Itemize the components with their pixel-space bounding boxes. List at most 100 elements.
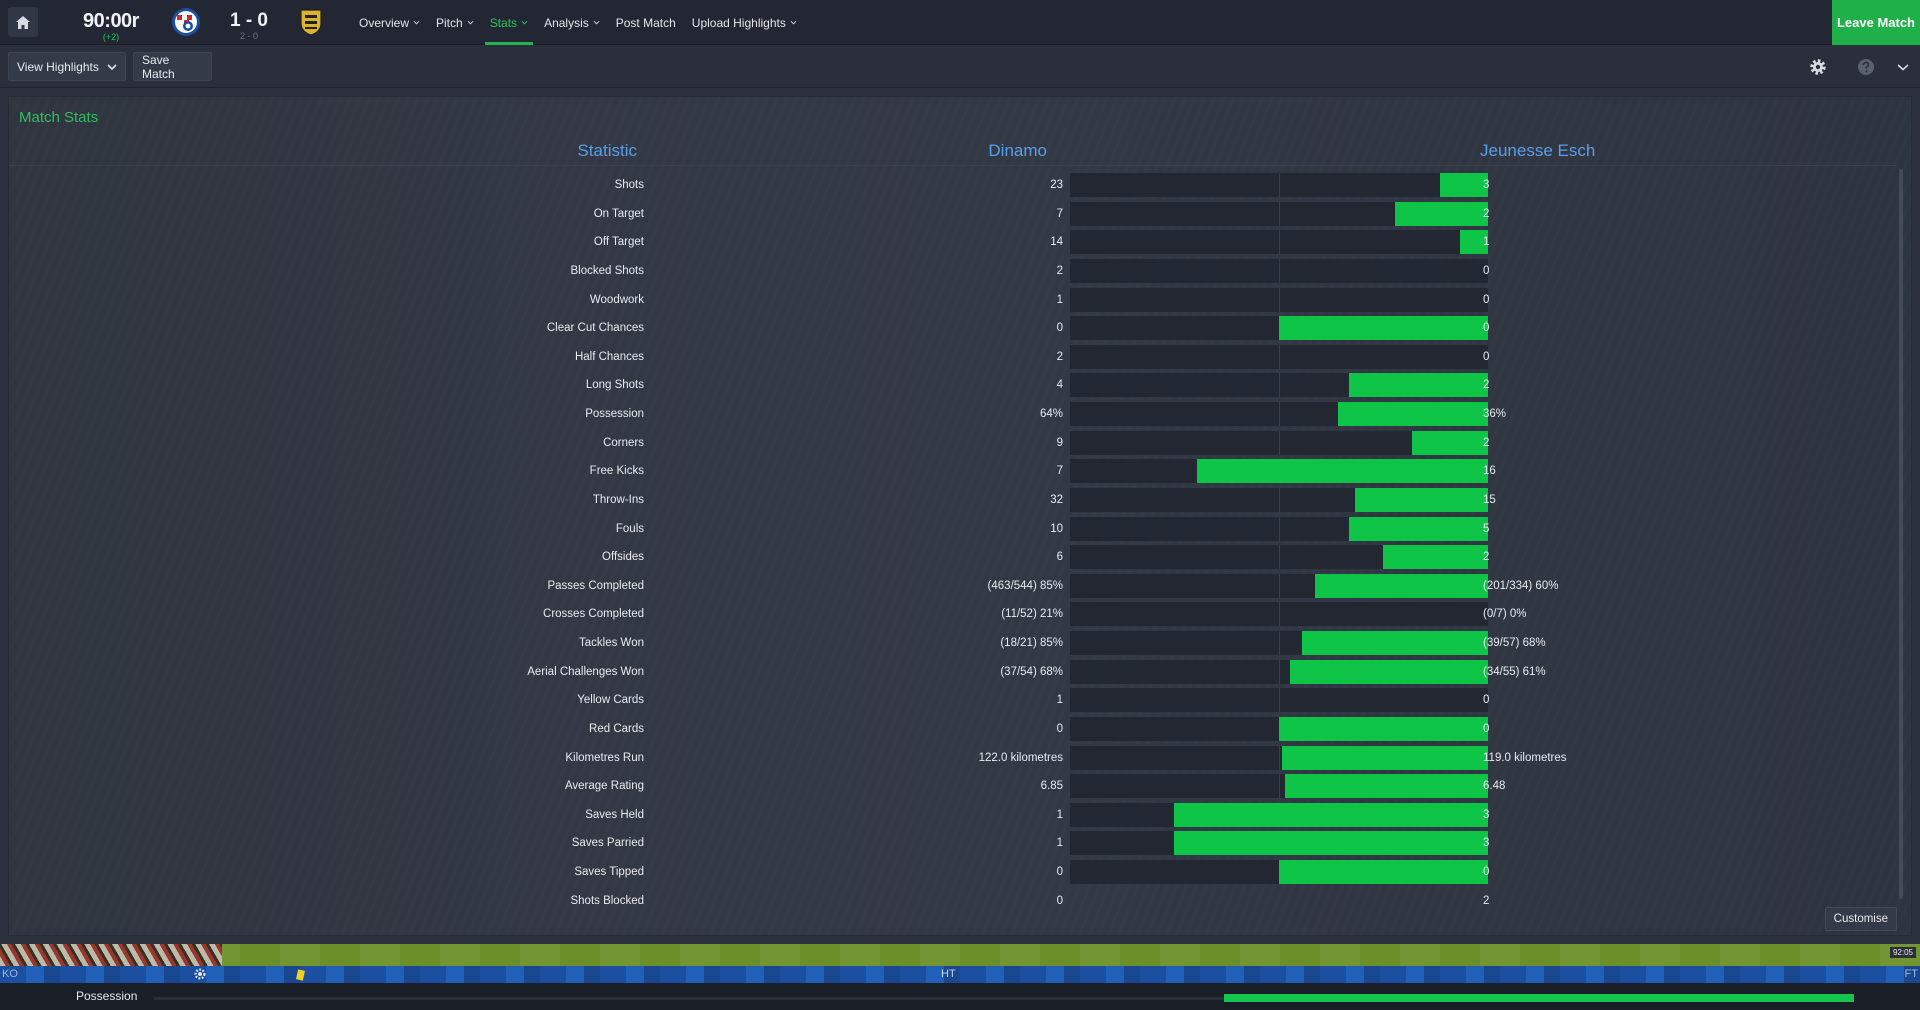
away-share-fill	[1349, 516, 1488, 541]
top-bar: 90:00r (+2) 1 - 0 2 - 0 Overview Pitch S…	[0, 0, 1920, 45]
home-value: 1	[1056, 837, 1063, 850]
home-value: 7	[1056, 207, 1063, 220]
nav-pitch[interactable]: Pitch	[431, 0, 479, 45]
comparison-bar	[1070, 459, 1488, 484]
home-value: 32	[1050, 493, 1063, 506]
scrollbar[interactable]	[1899, 169, 1903, 899]
comparison-bar	[1070, 201, 1488, 226]
header-divider	[9, 165, 1897, 166]
bar-midline	[1279, 402, 1280, 427]
home-value: 0	[1056, 322, 1063, 335]
home-value: 2	[1056, 264, 1063, 277]
yellow-card-icon[interactable]	[296, 969, 305, 981]
away-share-fill	[1412, 430, 1488, 455]
scoreboard: 1 - 0 2 - 0	[226, 10, 272, 41]
stat-row: Passes Completed (463/544) 85% (201/334) 6…	[9, 573, 1889, 601]
bar-midline	[1279, 487, 1280, 512]
comparison-bar	[1070, 516, 1488, 541]
customise-button[interactable]: Customise	[1824, 907, 1897, 931]
away-value: 119.0 kilometres	[1483, 751, 1567, 764]
comparison-bar	[1070, 487, 1488, 512]
stat-row: Aerial Challenges Won (37/54) 68% (34/55) …	[9, 659, 1889, 687]
away-value: 0	[1483, 350, 1490, 363]
stat-row: Saves Tipped 0 0	[9, 859, 1889, 887]
column-header-away-team[interactable]: Jeunesse Esch	[1480, 141, 1596, 160]
chevron-down-icon	[1897, 64, 1909, 71]
nav-post-match[interactable]: Post Match	[611, 0, 681, 45]
column-header-home-team[interactable]: Dinamo	[988, 141, 1047, 160]
event-bar[interactable]: KO HT FT	[0, 966, 1920, 983]
comparison-bar	[1070, 402, 1488, 427]
bar-midline	[1279, 774, 1280, 799]
aggregate-score: 2 - 0	[239, 31, 258, 41]
bar-midline	[1279, 201, 1280, 226]
away-value: 0	[1483, 322, 1490, 335]
home-value: 64%	[1039, 408, 1063, 421]
comparison-bar	[1070, 802, 1488, 827]
gear-icon[interactable]	[193, 967, 207, 981]
bar-midline	[1279, 173, 1280, 197]
nav-analysis[interactable]: Analysis	[539, 0, 605, 45]
nav-stats[interactable]: Stats	[484, 0, 534, 45]
away-value: 36%	[1483, 408, 1507, 421]
stat-row: Shots Blocked 0 2	[9, 888, 1889, 916]
comparison-bar	[1070, 230, 1488, 255]
comparison-bar	[1070, 688, 1488, 713]
away-share-fill	[1460, 230, 1488, 255]
more-options-button[interactable]	[1890, 55, 1916, 79]
chevron-down-icon	[790, 20, 797, 25]
help-button[interactable]	[1853, 55, 1879, 79]
timeline-time: 92:05	[1889, 947, 1916, 958]
home-team-crest-icon[interactable]	[171, 7, 201, 37]
stat-row: Red Cards 0 0	[9, 716, 1889, 744]
stat-label: Fouls	[615, 522, 644, 535]
stat-row: Shots 23 3	[9, 172, 1889, 200]
stat-row: Long Shots 4 2	[9, 372, 1889, 400]
away-share-fill	[1290, 659, 1488, 684]
stat-label: Saves Parried	[571, 837, 644, 850]
settings-button[interactable]	[1805, 55, 1831, 79]
stat-label: Long Shots	[585, 379, 644, 392]
column-header-statistic[interactable]: Statistic	[577, 141, 637, 160]
stat-row: Tackles Won (18/21) 85% (39/57) 68%	[9, 630, 1889, 658]
save-match-button[interactable]: Save Match	[133, 52, 212, 81]
away-share-fill	[1349, 373, 1488, 398]
comparison-bar	[1070, 430, 1488, 455]
away-team-crest-icon[interactable]	[296, 7, 326, 37]
nav-stats-label: Stats	[489, 15, 518, 30]
home-icon	[16, 15, 30, 29]
highlight-strip[interactable]: 92:05	[0, 944, 1920, 966]
home-value: (37/54) 68%	[1000, 665, 1063, 678]
home-value: 6.85	[1040, 780, 1063, 793]
away-share-fill	[1174, 831, 1488, 856]
away-share-fill	[1282, 745, 1488, 770]
stat-row: Saves Parried 1 3	[9, 830, 1889, 858]
comparison-bar	[1070, 573, 1488, 598]
match-clock: 90:00r (+2)	[80, 10, 142, 42]
nav-pitch-label: Pitch	[436, 15, 463, 30]
stat-row: Yellow Cards 1 0	[9, 687, 1889, 715]
gear-icon	[1810, 59, 1826, 75]
comparison-bar	[1070, 602, 1488, 627]
home-value: 6	[1056, 551, 1063, 564]
stat-row: On Target 7 2	[9, 201, 1889, 229]
home-button[interactable]	[8, 7, 38, 37]
home-value: 1	[1056, 694, 1063, 707]
home-value: 9	[1056, 436, 1063, 449]
leave-match-button[interactable]: Leave Match	[1832, 0, 1920, 45]
comparison-bar	[1070, 545, 1488, 570]
away-share-fill	[1285, 774, 1488, 799]
stat-label: Off Target	[593, 236, 644, 249]
bar-midline	[1279, 287, 1280, 312]
stat-label: Shots Blocked	[570, 894, 644, 907]
home-value: 23	[1050, 179, 1063, 191]
score: 1 - 0	[229, 10, 269, 31]
stat-label: Aerial Challenges Won	[527, 665, 644, 678]
nav-upload-highlights[interactable]: Upload Highlights	[687, 0, 802, 45]
bar-midline	[1279, 688, 1280, 713]
stat-row: Kilometres Run 122.0 kilometres 119.0 kilo…	[9, 745, 1889, 773]
nav-overview[interactable]: Overview	[354, 0, 425, 45]
nav-upload-highlights-label: Upload Highlights	[691, 15, 786, 30]
view-highlights-dropdown[interactable]: View Highlights	[8, 52, 126, 81]
match-stats-panel: Match Stats Statistic Dinamo Jeunesse Es…	[8, 96, 1912, 936]
